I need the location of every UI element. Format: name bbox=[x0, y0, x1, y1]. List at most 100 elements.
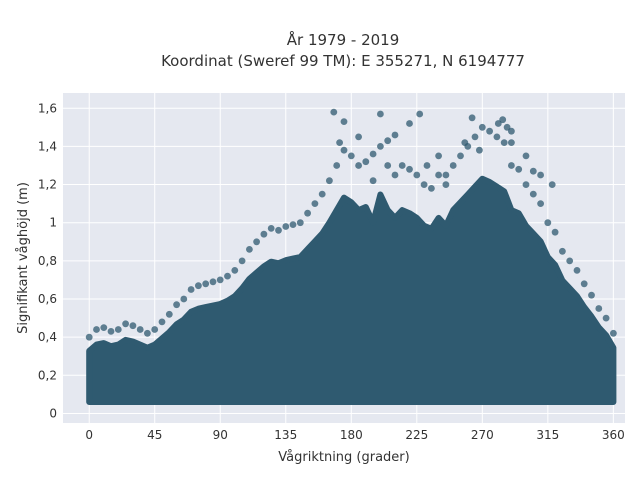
scatter-point bbox=[362, 158, 370, 166]
scatter-point bbox=[267, 225, 275, 232]
scatter-point bbox=[165, 310, 173, 318]
scatter-point bbox=[260, 230, 268, 238]
scatter-point bbox=[107, 328, 115, 335]
scatter-point bbox=[173, 301, 181, 309]
scatter-point bbox=[435, 171, 442, 179]
y-tick-label: 0 bbox=[49, 406, 57, 420]
scatter-point bbox=[486, 127, 493, 135]
scatter-point bbox=[602, 314, 610, 322]
x-axis-title: Vågriktning (grader) bbox=[278, 450, 409, 465]
scatter-point bbox=[369, 177, 377, 185]
x-axis-ticks: 0 45 90 135 180 225 270 315 360 bbox=[85, 428, 624, 442]
scatter-point bbox=[129, 322, 137, 330]
scatter-point bbox=[423, 162, 431, 169]
scatter-point bbox=[500, 139, 508, 147]
y-axis-ticks: 0 0,2 0,4 0,6 0,8 1 1,2 1,4 1,6 bbox=[38, 101, 57, 420]
scatter-point bbox=[478, 123, 486, 131]
x-tick-label: 180 bbox=[340, 428, 363, 442]
x-tick-label: 360 bbox=[602, 428, 625, 442]
y-tick-label: 1 bbox=[49, 216, 57, 230]
scatter-point bbox=[529, 190, 537, 198]
scatter-point bbox=[100, 324, 108, 331]
scatter-point bbox=[416, 110, 424, 118]
scatter-point bbox=[275, 226, 282, 234]
scatter-point bbox=[238, 257, 246, 265]
scatter-point bbox=[282, 223, 290, 230]
y-tick-label: 0,2 bbox=[38, 368, 57, 382]
x-tick-label: 0 bbox=[85, 428, 93, 442]
x-tick-label: 135 bbox=[274, 428, 297, 442]
dense-point-cloud bbox=[86, 175, 617, 405]
scatter-point bbox=[158, 318, 166, 326]
dense-region bbox=[86, 175, 617, 405]
scatter-point bbox=[464, 143, 472, 150]
scatter-point bbox=[187, 286, 195, 293]
y-tick-label: 1,6 bbox=[38, 101, 57, 115]
y-tick-label: 1,4 bbox=[38, 139, 57, 153]
y-axis-title: Signifikant våghöjd (m) bbox=[16, 182, 31, 334]
scatter-point bbox=[442, 171, 450, 179]
scatter-point bbox=[209, 278, 217, 286]
scatter-point bbox=[330, 108, 338, 116]
scatter-point bbox=[326, 177, 333, 185]
scatter-point bbox=[522, 181, 530, 189]
x-tick-label: 315 bbox=[536, 428, 559, 442]
scatter-point bbox=[336, 139, 343, 147]
x-tick-label: 45 bbox=[147, 428, 162, 442]
scatter-point bbox=[246, 246, 253, 253]
scatter-point bbox=[311, 200, 319, 208]
x-tick-label: 225 bbox=[405, 428, 428, 442]
scatter-point bbox=[544, 219, 552, 227]
scatter-point bbox=[493, 133, 501, 141]
scatter-point bbox=[537, 200, 544, 208]
scatter-point bbox=[442, 181, 450, 189]
scatter-point bbox=[398, 162, 406, 169]
scatter-point bbox=[377, 110, 384, 118]
scatter-point bbox=[289, 221, 297, 229]
scatter-point bbox=[595, 305, 603, 312]
y-tick-label: 0,8 bbox=[38, 254, 57, 268]
chart-title: År 1979 - 2019 bbox=[287, 30, 400, 49]
scatter-point bbox=[566, 257, 574, 265]
scatter-point bbox=[355, 162, 362, 169]
y-tick-label: 0,6 bbox=[38, 292, 57, 306]
scatter-point bbox=[369, 150, 377, 158]
scatter-point bbox=[529, 167, 537, 175]
chart-subtitle: Koordinat (Sweref 99 TM): E 355271, N 61… bbox=[161, 52, 525, 70]
y-tick-label: 0,4 bbox=[38, 330, 57, 344]
scatter-points bbox=[85, 108, 617, 341]
scatter-point bbox=[144, 329, 151, 337]
scatter-point bbox=[347, 152, 355, 160]
scatter-point bbox=[340, 118, 348, 125]
scatter-point bbox=[180, 295, 188, 303]
scatter-point bbox=[355, 133, 362, 141]
scatter-point bbox=[377, 143, 384, 150]
scatter-point bbox=[151, 326, 159, 333]
scatter-point bbox=[391, 131, 399, 139]
scatter-point bbox=[548, 181, 556, 189]
scatter-point bbox=[253, 238, 260, 246]
scatter-point bbox=[340, 146, 348, 154]
scatter-point bbox=[580, 280, 588, 288]
scatter-point bbox=[588, 291, 595, 299]
scatter-point bbox=[391, 171, 399, 179]
scatter-point bbox=[515, 165, 523, 173]
x-tick-label: 90 bbox=[213, 428, 228, 442]
scatter-point bbox=[231, 267, 239, 274]
scatter-point bbox=[122, 320, 129, 328]
scatter-point bbox=[494, 120, 502, 127]
scatter-point bbox=[428, 185, 435, 192]
scatter-point bbox=[384, 137, 392, 145]
scatter-point bbox=[304, 209, 311, 217]
scatter-point bbox=[435, 152, 442, 160]
scatter-point bbox=[136, 326, 144, 333]
scatter-point bbox=[216, 276, 224, 284]
scatter-point bbox=[457, 152, 464, 160]
scatter-point bbox=[537, 171, 544, 179]
y-tick-label: 1,2 bbox=[38, 178, 57, 192]
scatter-point bbox=[93, 326, 100, 333]
scatter-point bbox=[333, 162, 341, 169]
scatter-point bbox=[551, 228, 559, 236]
x-tick-label: 270 bbox=[471, 428, 494, 442]
